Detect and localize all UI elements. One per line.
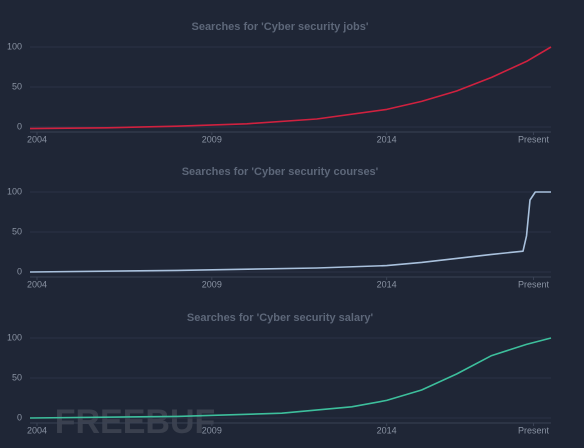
y-tick-label: 0	[17, 266, 22, 276]
y-tick-label: 0	[17, 121, 22, 131]
y-tick-label: 100	[7, 332, 22, 342]
y-tick-label: 50	[12, 81, 22, 91]
x-tick-label: 2004	[27, 425, 47, 435]
line-series	[29, 46, 552, 130]
x-tick-label: Present	[518, 134, 550, 144]
x-tick-label: 2004	[27, 134, 47, 144]
line-series	[29, 191, 551, 273]
y-tick-label: 0	[17, 412, 22, 422]
chart-title: Searches for 'Cyber security courses'	[182, 166, 379, 178]
x-tick-label: Present	[518, 425, 550, 435]
x-tick-label: Present	[518, 279, 550, 289]
x-tick-label: 2014	[377, 279, 397, 289]
y-tick-label: 50	[12, 226, 22, 236]
line-series	[29, 337, 552, 419]
watermark: FREEBUF	[55, 403, 216, 441]
chart-title: Searches for 'Cyber security jobs'	[191, 21, 368, 33]
y-tick-label: 100	[7, 41, 22, 51]
y-tick-label: 100	[7, 186, 22, 196]
y-tick-label: 50	[12, 372, 22, 382]
x-tick-label: 2004	[27, 279, 47, 289]
chart-title: Searches for 'Cyber security salary'	[187, 312, 374, 324]
x-tick-label: 2014	[377, 134, 397, 144]
x-tick-label: 2009	[202, 425, 222, 435]
x-tick-label: 2014	[377, 425, 397, 435]
x-tick-label: 2009	[202, 134, 222, 144]
x-tick-label: 2009	[202, 279, 222, 289]
